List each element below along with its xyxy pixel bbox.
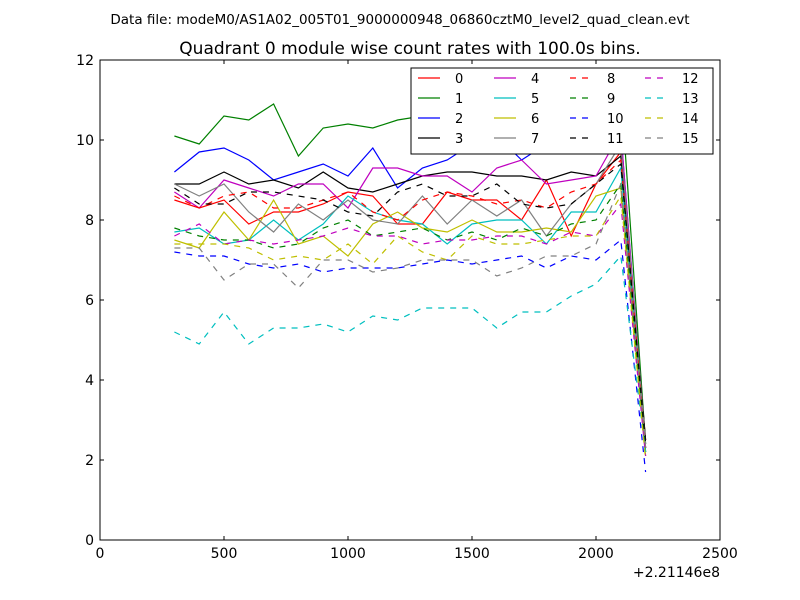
legend-label-11: 11 xyxy=(607,132,624,147)
legend-label-2: 2 xyxy=(455,112,463,127)
y-tick-label: 8 xyxy=(85,213,94,229)
x-offset-label: +2.21146e8 xyxy=(633,565,720,581)
series-line-12 xyxy=(174,202,647,457)
x-tick-label: 2000 xyxy=(578,546,614,562)
y-tick-label: 0 xyxy=(85,533,94,549)
legend-label-7: 7 xyxy=(531,132,539,147)
legend-label-1: 1 xyxy=(455,92,463,107)
legend-label-5: 5 xyxy=(531,92,539,107)
series-line-11 xyxy=(174,162,647,445)
y-tick-label: 10 xyxy=(76,133,94,149)
y-tick-label: 6 xyxy=(85,293,94,309)
x-tick-label: 2500 xyxy=(702,546,738,562)
legend-label-4: 4 xyxy=(531,72,539,87)
series-line-3 xyxy=(174,154,647,441)
legend-label-0: 0 xyxy=(455,72,463,87)
series-lines xyxy=(174,87,647,473)
legend-label-15: 15 xyxy=(682,132,699,147)
y-tick-label: 2 xyxy=(85,453,94,469)
series-line-13 xyxy=(174,254,647,453)
y-tick-label: 4 xyxy=(85,373,94,389)
legend-box xyxy=(410,67,714,155)
series-line-7 xyxy=(174,142,647,445)
legend-label-6: 6 xyxy=(531,112,539,127)
plot-frame xyxy=(99,59,721,541)
x-tick-label: 1500 xyxy=(454,546,490,562)
x-tick-label: 0 xyxy=(96,546,105,562)
legend-label-8: 8 xyxy=(607,72,615,87)
series-line-4 xyxy=(174,129,647,449)
series-line-10 xyxy=(174,238,647,473)
series-line-8 xyxy=(174,158,647,449)
legend-label-12: 12 xyxy=(682,72,699,87)
y-tick-label: 12 xyxy=(76,53,94,69)
chart-title: Quadrant 0 module wise count rates with … xyxy=(179,39,640,59)
x-axis-ticks: 0 500 1000 1500 2000 2500 xyxy=(96,60,738,562)
series-line-15 xyxy=(174,183,647,449)
data-file-label: Data file: modeM0/AS1A02_005T01_90000009… xyxy=(110,12,689,28)
legend-label-3: 3 xyxy=(455,132,463,147)
series-line-6 xyxy=(174,187,647,457)
series-line-5 xyxy=(174,166,647,453)
legend-label-9: 9 xyxy=(607,92,615,107)
series-line-0 xyxy=(174,150,647,441)
legend-label-14: 14 xyxy=(682,112,699,127)
legend-label-13: 13 xyxy=(682,92,699,107)
legend-label-10: 10 xyxy=(607,112,624,127)
series-line-14 xyxy=(174,194,647,461)
x-tick-label: 500 xyxy=(211,546,238,562)
x-tick-label: 1000 xyxy=(330,546,366,562)
